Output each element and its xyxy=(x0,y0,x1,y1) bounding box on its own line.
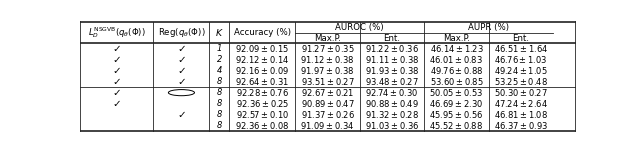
Text: 8: 8 xyxy=(217,110,222,119)
Text: $92.36 \pm 0.25$: $92.36 \pm 0.25$ xyxy=(236,98,289,109)
Text: $46.69 \pm 2.30$: $46.69 \pm 2.30$ xyxy=(429,98,484,109)
Text: ✓: ✓ xyxy=(113,66,121,76)
Text: $49.76 \pm 0.88$: $49.76 \pm 0.88$ xyxy=(429,65,483,76)
Text: ✓: ✓ xyxy=(113,88,121,98)
Text: $90.88 \pm 0.49$: $90.88 \pm 0.49$ xyxy=(365,98,419,109)
Text: ✓: ✓ xyxy=(113,44,121,54)
Text: 8: 8 xyxy=(217,121,222,130)
Text: ✓: ✓ xyxy=(113,77,121,87)
Text: $91.22 \pm 0.36$: $91.22 \pm 0.36$ xyxy=(365,43,419,54)
Text: $92.36 \pm 0.08$: $92.36 \pm 0.08$ xyxy=(235,120,289,131)
Text: $53.60 \pm 0.85$: $53.60 \pm 0.85$ xyxy=(429,76,483,87)
Text: 8: 8 xyxy=(217,99,222,108)
Text: Ent.: Ent. xyxy=(513,34,529,42)
Text: ✓: ✓ xyxy=(177,66,186,76)
Text: $L_D^{\mathrm{NSGVB}}(q_{\theta}(\Phi))$: $L_D^{\mathrm{NSGVB}}(q_{\theta}(\Phi))$ xyxy=(88,25,146,40)
Text: $92.74 \pm 0.30$: $92.74 \pm 0.30$ xyxy=(365,87,419,98)
Text: $92.64 \pm 0.31$: $92.64 \pm 0.31$ xyxy=(236,76,289,87)
Text: $45.95 \pm 0.56$: $45.95 \pm 0.56$ xyxy=(429,109,484,120)
Text: $46.81 \pm 1.08$: $46.81 \pm 1.08$ xyxy=(494,109,548,120)
Text: Accuracy (%): Accuracy (%) xyxy=(234,28,291,37)
Text: $91.37 \pm 0.26$: $91.37 \pm 0.26$ xyxy=(301,109,355,120)
Text: Max.P.: Max.P. xyxy=(314,34,341,42)
Text: AUPR (%): AUPR (%) xyxy=(468,22,509,32)
Text: $45.52 \pm 0.88$: $45.52 \pm 0.88$ xyxy=(429,120,484,131)
Text: $92.16 \pm 0.09$: $92.16 \pm 0.09$ xyxy=(236,65,289,76)
Text: ✓: ✓ xyxy=(177,77,186,87)
Text: $91.12 \pm 0.38$: $91.12 \pm 0.38$ xyxy=(300,54,355,65)
Text: ✓: ✓ xyxy=(177,44,186,54)
Text: $\mathrm{Reg}(q_{\theta}(\Phi))$: $\mathrm{Reg}(q_{\theta}(\Phi))$ xyxy=(157,26,205,39)
Text: $50.30 \pm 0.27$: $50.30 \pm 0.27$ xyxy=(494,87,548,98)
Text: $53.25 \pm 0.48$: $53.25 \pm 0.48$ xyxy=(494,76,548,87)
Text: $46.14 \pm 1.23$: $46.14 \pm 1.23$ xyxy=(429,43,483,54)
Text: ✓: ✓ xyxy=(113,99,121,109)
Text: $46.76 \pm 1.03$: $46.76 \pm 1.03$ xyxy=(494,54,548,65)
Text: $49.24 \pm 1.05$: $49.24 \pm 1.05$ xyxy=(494,65,548,76)
Text: $91.09 \pm 0.34$: $91.09 \pm 0.34$ xyxy=(300,120,355,131)
Text: $91.32 \pm 0.28$: $91.32 \pm 0.28$ xyxy=(365,109,419,120)
Text: $46.37 \pm 0.93$: $46.37 \pm 0.93$ xyxy=(494,120,548,131)
Text: $K$: $K$ xyxy=(215,27,224,38)
Text: $46.51 \pm 1.64$: $46.51 \pm 1.64$ xyxy=(493,43,548,54)
Text: Ent.: Ent. xyxy=(383,34,401,42)
Text: $92.09 \pm 0.15$: $92.09 \pm 0.15$ xyxy=(236,43,289,54)
Text: 8: 8 xyxy=(217,77,222,86)
Text: $91.97 \pm 0.38$: $91.97 \pm 0.38$ xyxy=(300,65,355,76)
Text: $91.03 \pm 0.36$: $91.03 \pm 0.36$ xyxy=(365,120,419,131)
Text: $50.05 \pm 0.53$: $50.05 \pm 0.53$ xyxy=(429,87,484,98)
Text: $93.48 \pm 0.27$: $93.48 \pm 0.27$ xyxy=(365,76,419,87)
Text: $91.11 \pm 0.38$: $91.11 \pm 0.38$ xyxy=(365,54,419,65)
Text: Max.P.: Max.P. xyxy=(443,34,470,42)
Text: $90.89 \pm 0.47$: $90.89 \pm 0.47$ xyxy=(301,98,355,109)
Text: 8: 8 xyxy=(217,88,222,97)
Text: ✓: ✓ xyxy=(113,55,121,65)
Text: $92.12 \pm 0.14$: $92.12 \pm 0.14$ xyxy=(235,54,289,65)
Text: $47.24 \pm 2.64$: $47.24 \pm 2.64$ xyxy=(494,98,548,109)
Text: AUROC (%): AUROC (%) xyxy=(335,22,384,32)
Text: $93.51 \pm 0.27$: $93.51 \pm 0.27$ xyxy=(301,76,355,87)
Text: ✓: ✓ xyxy=(177,55,186,65)
Text: 1: 1 xyxy=(217,44,222,53)
Text: 4: 4 xyxy=(217,66,222,75)
Text: $92.28 \pm 0.76$: $92.28 \pm 0.76$ xyxy=(236,87,289,98)
Text: $91.27 \pm 0.35$: $91.27 \pm 0.35$ xyxy=(301,43,355,54)
Text: $91.93 \pm 0.38$: $91.93 \pm 0.38$ xyxy=(365,65,419,76)
Text: $92.67 \pm 0.21$: $92.67 \pm 0.21$ xyxy=(301,87,354,98)
Text: $92.57 \pm 0.10$: $92.57 \pm 0.10$ xyxy=(236,109,289,120)
Text: 2: 2 xyxy=(217,55,222,64)
Text: $46.01 \pm 0.83$: $46.01 \pm 0.83$ xyxy=(429,54,483,65)
Text: ✓: ✓ xyxy=(177,109,186,119)
